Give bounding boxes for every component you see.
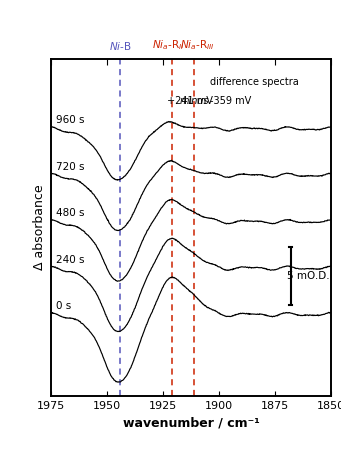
Text: $\mathit{Ni_a}$-R$_\mathit{III}$: $\mathit{Ni_a}$-R$_\mathit{III}$ [180, 39, 215, 52]
Text: 240 s: 240 s [56, 255, 84, 265]
Y-axis label: Δ absorbance: Δ absorbance [33, 185, 46, 270]
Text: 5 mO.D.: 5 mO.D. [287, 271, 330, 281]
Text: minus: minus [180, 96, 209, 106]
Text: 960 s: 960 s [56, 115, 84, 125]
Text: 0 s: 0 s [56, 301, 71, 311]
X-axis label: wavenumber / cm⁻¹: wavenumber / cm⁻¹ [122, 416, 260, 429]
Text: 720 s: 720 s [56, 162, 84, 172]
Text: -359 mV: -359 mV [210, 96, 254, 106]
Text: 480 s: 480 s [56, 208, 84, 218]
Text: difference spectra: difference spectra [210, 76, 299, 86]
Text: $\mathit{Ni}$-B: $\mathit{Ni}$-B [109, 40, 132, 52]
Text: +241 mV: +241 mV [164, 96, 213, 106]
Text: $\mathit{Ni_a}$-R$_\mathit{II}$: $\mathit{Ni_a}$-R$_\mathit{II}$ [152, 39, 185, 52]
